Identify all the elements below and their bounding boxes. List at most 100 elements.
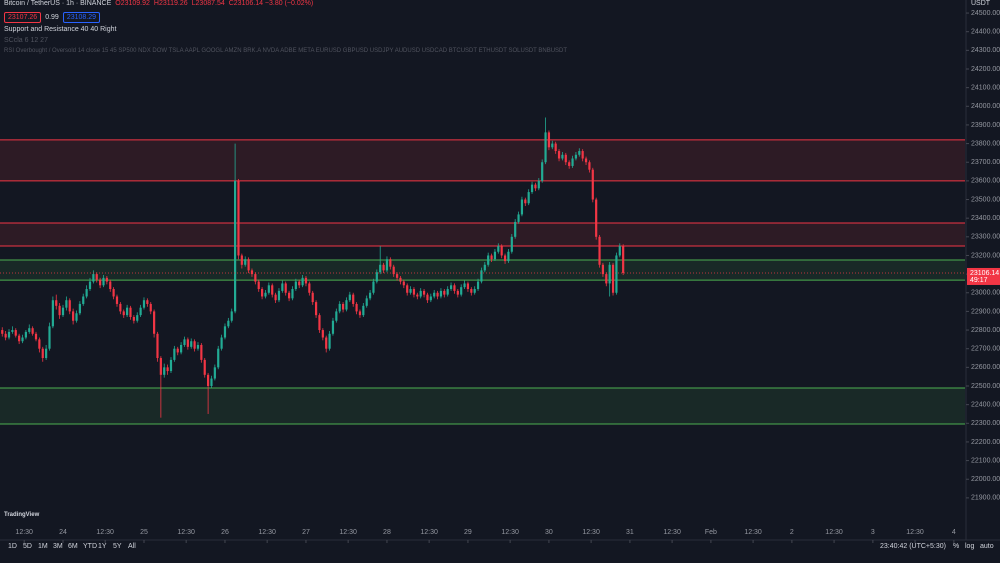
candle-body [217, 348, 220, 368]
candle-body [4, 333, 7, 338]
candle-body [314, 302, 318, 316]
range-button[interactable]: 1Y [98, 543, 107, 550]
y-tick-label: 23800.00 [971, 140, 1000, 147]
candle-body [541, 162, 544, 181]
candle-body [271, 285, 274, 295]
candle-body [159, 358, 162, 375]
candle-body [402, 281, 405, 286]
candle-body [38, 339, 41, 349]
candle-body [14, 330, 17, 336]
range-button[interactable]: 5Y [113, 543, 122, 550]
candle-body [196, 344, 200, 349]
candle-body [284, 283, 287, 293]
y-tick-label: 23400.00 [971, 215, 1000, 222]
candle-body [298, 281, 301, 286]
last-price-label: 23106.14 [970, 270, 999, 277]
candle-body [568, 162, 571, 166]
candle-body [547, 132, 551, 148]
ohlc-high: H23119.26 [153, 0, 188, 7]
candle-body [1, 330, 4, 334]
range-button[interactable]: YTD [83, 543, 97, 550]
candle-body [578, 151, 581, 155]
y-tick-label: 24000.00 [971, 103, 1000, 110]
candle-body [85, 289, 88, 297]
candle-body [122, 311, 125, 316]
currency[interactable]: USDT [971, 0, 991, 7]
candle-body [58, 305, 61, 316]
candle-body [48, 326, 51, 349]
candle-body [105, 277, 108, 282]
candle-body [375, 272, 378, 282]
candle-body [234, 180, 237, 312]
candle-body [11, 330, 14, 332]
candle-body [156, 333, 159, 359]
ohlc-open: O23109.92 [115, 0, 150, 7]
auto-toggle[interactable]: auto [980, 543, 994, 550]
x-tick-label: 12:30 [825, 529, 843, 536]
buy-button[interactable]: 23108.29 [62, 12, 101, 23]
sell-button[interactable]: 23107.26 [4, 12, 42, 23]
currency-row: USDT [971, 0, 990, 7]
candle-body [460, 287, 463, 295]
candle-body [45, 348, 48, 359]
x-tick-label: 12:30 [96, 529, 114, 536]
candle-body [426, 294, 429, 301]
candle-body [220, 337, 223, 349]
candle-body [291, 289, 294, 299]
candle-body [41, 348, 44, 359]
candle-body [301, 277, 304, 286]
candle-body [588, 162, 591, 170]
candle-body [500, 246, 503, 256]
candle-body [7, 331, 11, 338]
candle-body [207, 374, 210, 386]
range-button[interactable]: 5D [23, 543, 32, 550]
percent-toggle[interactable]: % [953, 543, 960, 550]
candle-body [169, 359, 173, 372]
range-button[interactable]: 3M [53, 543, 63, 550]
symbol[interactable]: Bitcoin / TetherUS · 1h · BINANCE [4, 0, 112, 7]
range-button[interactable]: All [128, 543, 136, 550]
candle-body [115, 296, 119, 304]
candle-body [102, 277, 105, 286]
x-tick-label: 12:30 [15, 529, 33, 536]
candle-body [78, 303, 81, 314]
candle-body [503, 255, 507, 262]
zone [0, 388, 965, 425]
candle-body [237, 180, 240, 256]
candle-body [180, 344, 183, 353]
candle-body [126, 307, 129, 316]
candle-body [304, 277, 308, 284]
candle-body [260, 289, 264, 297]
y-tick-label: 24500.00 [971, 10, 1000, 17]
candle-body [153, 311, 156, 334]
candle-body [534, 184, 537, 189]
candle-body [21, 337, 24, 342]
range-button[interactable]: 1M [38, 543, 48, 550]
candle-body [31, 328, 34, 334]
candle-body [399, 277, 402, 282]
candle-body [368, 292, 372, 299]
candle-body [524, 199, 527, 204]
candle-body [92, 274, 95, 282]
indicator-label[interactable]: Support and Resistance 40 40 Right [4, 26, 117, 33]
y-tick-label: 24200.00 [971, 66, 1000, 73]
candle-body [257, 281, 260, 290]
y-tick-label: 21900.00 [971, 495, 1000, 502]
zone [0, 259, 965, 281]
candle-body [382, 264, 385, 271]
indicator-label[interactable]: SCcla 6 12 27 [4, 37, 48, 44]
range-button[interactable]: 1D [8, 543, 17, 550]
log-toggle[interactable]: log [965, 543, 975, 550]
candle-body [453, 285, 456, 291]
candle-body [203, 359, 206, 375]
candle-body [362, 305, 365, 316]
range-button[interactable]: 6M [68, 543, 78, 550]
y-tick-label: 23900.00 [971, 122, 1000, 129]
y-tick-label: 23000.00 [971, 290, 1000, 297]
indicator-row: RSI Overbought / Oversold 14 close 15 45… [4, 48, 567, 54]
indicator-label[interactable]: RSI Overbought / Oversold 14 close 15 45… [4, 48, 568, 54]
candle-body [109, 281, 112, 290]
candle-body [554, 143, 557, 152]
candle-body [318, 315, 321, 331]
candle-body [412, 289, 416, 295]
